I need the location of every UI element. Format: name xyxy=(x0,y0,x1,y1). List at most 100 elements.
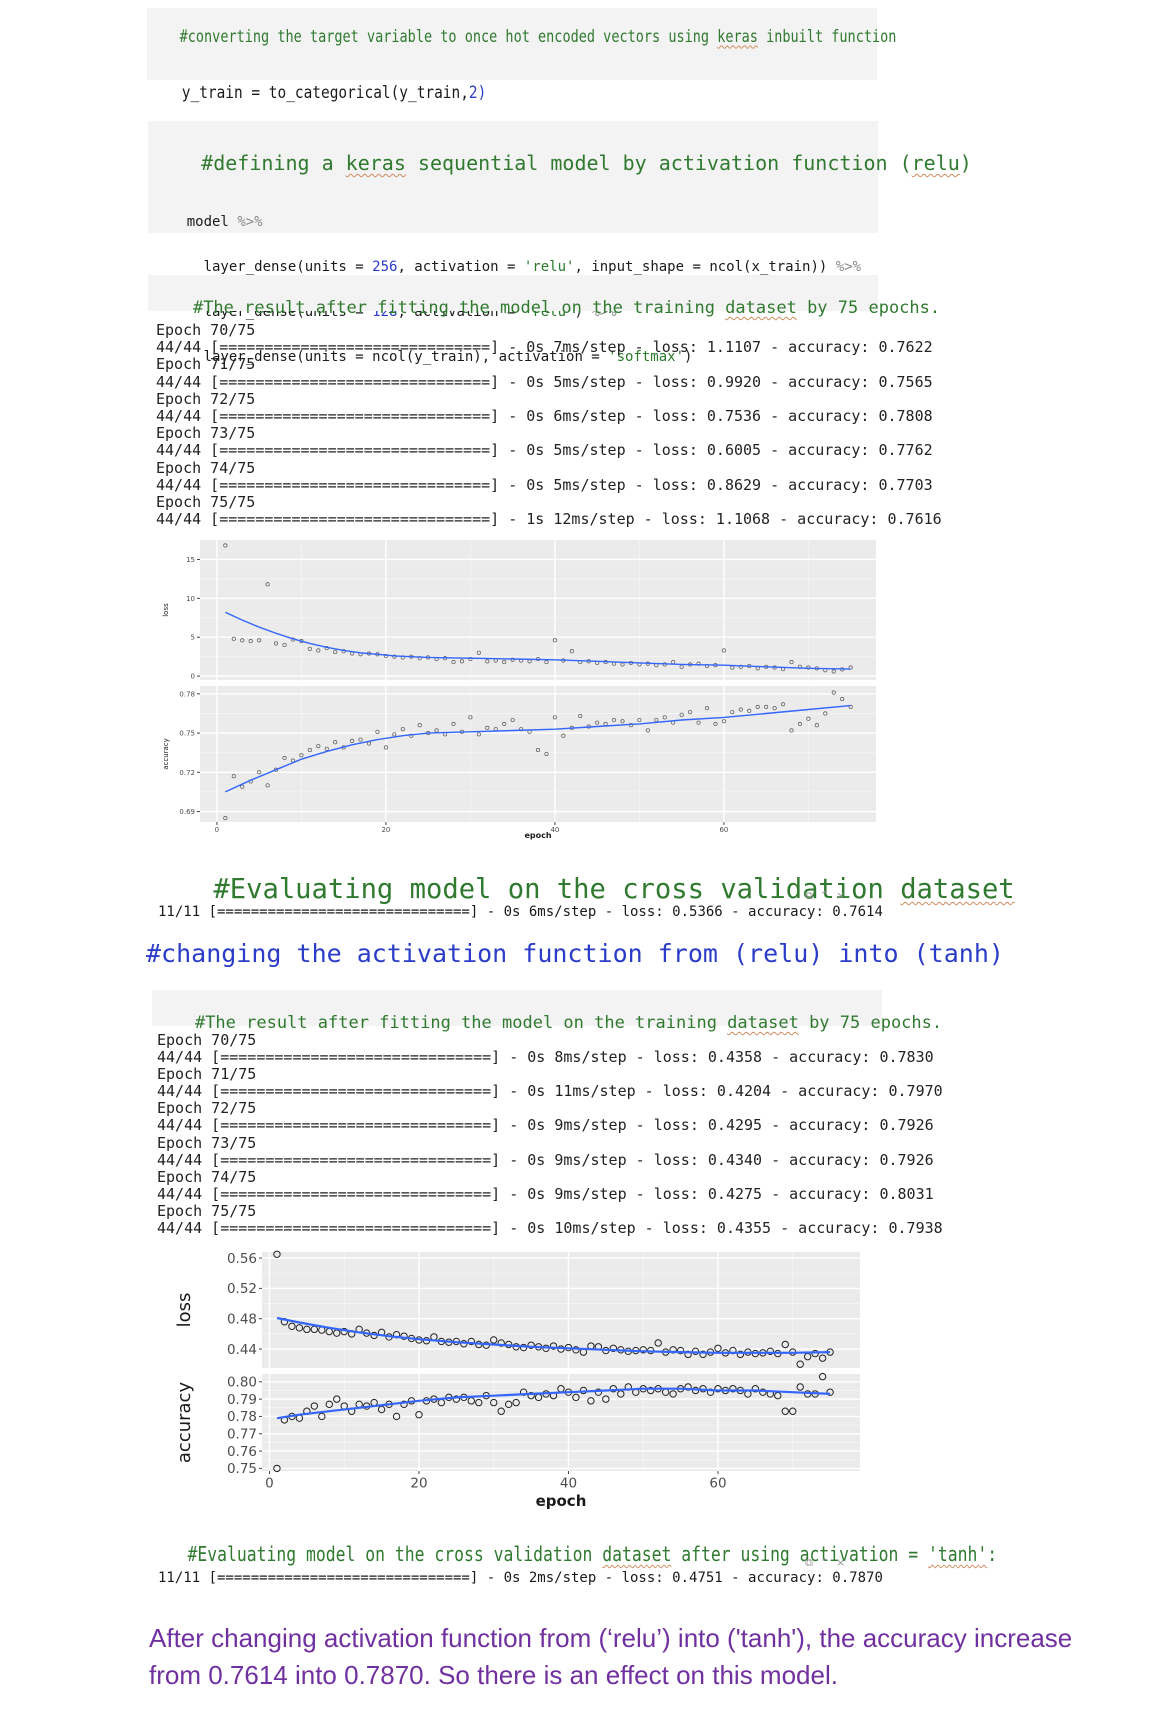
data-point xyxy=(730,710,735,715)
data-point xyxy=(475,1398,483,1407)
x-tick-label: 0 xyxy=(265,1476,274,1492)
smooth-line-loss xyxy=(225,611,851,670)
epoch-line: Epoch 73/75 xyxy=(157,1133,257,1152)
data-point xyxy=(468,656,473,662)
data-point xyxy=(318,1412,326,1421)
data-point xyxy=(467,1337,475,1346)
data-point xyxy=(620,719,625,724)
epoch-line: Epoch 72/75 xyxy=(157,1099,257,1118)
data-point xyxy=(544,660,549,665)
data-point xyxy=(848,665,853,670)
data-point xyxy=(400,1332,408,1340)
data-point xyxy=(662,715,667,720)
data-point xyxy=(451,660,456,665)
data-point xyxy=(569,649,574,654)
data-point xyxy=(789,660,794,665)
data-point xyxy=(751,1385,760,1393)
data-point xyxy=(476,732,481,737)
y-tick-label: 0.75 xyxy=(179,730,195,738)
data-point xyxy=(736,1350,745,1359)
data-point xyxy=(645,728,650,733)
data-point xyxy=(831,690,836,695)
progress-line: 44/44 [==============================] -… xyxy=(157,1150,934,1169)
data-point xyxy=(699,1350,707,1359)
data-point xyxy=(303,1325,311,1334)
data-point xyxy=(544,751,549,757)
facet-label-loss: loss xyxy=(174,1293,195,1328)
data-point xyxy=(295,1324,304,1332)
data-point xyxy=(781,1407,789,1415)
data-point xyxy=(628,723,634,728)
data-point xyxy=(452,1395,461,1403)
y-tick-label: 0.78 xyxy=(227,1409,257,1425)
data-point xyxy=(806,716,811,721)
eval-result-tanh: 11/11 [==============================] -… xyxy=(158,1570,883,1586)
data-point xyxy=(333,1395,341,1403)
y-tick-label: 0.77 xyxy=(227,1426,257,1442)
data-point xyxy=(265,783,270,788)
data-point xyxy=(572,1393,580,1402)
data-point xyxy=(696,720,701,725)
layer-dense-3: layer_dense(units = ncol(y_train), activ… xyxy=(186,349,693,365)
data-point xyxy=(299,753,304,758)
y-tick-label: 0.48 xyxy=(227,1311,257,1327)
data-point xyxy=(729,1385,737,1393)
data-point xyxy=(333,649,338,655)
progress-line: 44/44 [==============================] -… xyxy=(156,407,933,426)
console-lines: Epoch 70/75 44/44 [======================… xyxy=(157,1031,943,1238)
data-point xyxy=(265,582,270,587)
progress-line: 44/44 [==============================] -… xyxy=(157,1116,934,1135)
data-point xyxy=(231,636,236,641)
x-tick-label: 40 xyxy=(550,826,559,834)
data-point xyxy=(383,745,388,750)
data-point xyxy=(497,1407,505,1415)
chunk-controls[interactable]: ⧉ ⌃ × xyxy=(805,889,846,902)
data-point xyxy=(282,642,287,648)
chart-relu-history: 0 5 10 15 loss 0.69 0.72 0.75 0.78 accuracy 0 20 40 6… xyxy=(162,540,876,840)
panel-background-loss xyxy=(262,1252,860,1368)
change-activation-heading: #changing the activation function from (… xyxy=(146,939,1004,968)
data-point xyxy=(240,638,245,643)
data-point xyxy=(721,648,726,653)
data-point xyxy=(637,717,642,723)
data-point xyxy=(350,738,355,743)
data-point xyxy=(476,650,481,655)
x-tick-label: 20 xyxy=(410,1476,427,1492)
y-tick-label: 0.56 xyxy=(227,1251,257,1267)
conclusion-text: After changing activation function from … xyxy=(149,1620,1149,1694)
code-block-categorical: #converting the target variable to once … xyxy=(147,8,896,158)
eval-heading-relu: #Evaluating model on the cross validatio… xyxy=(213,872,1015,905)
data-point xyxy=(611,717,617,723)
data-point xyxy=(780,702,786,707)
data-point xyxy=(684,1383,692,1391)
y-tick-label: 5 xyxy=(191,634,195,642)
data-point xyxy=(490,1398,498,1407)
y-tick-label: 0.76 xyxy=(227,1444,257,1460)
data-point xyxy=(706,1388,715,1396)
progress-line: 44/44 [==============================] -… xyxy=(156,338,933,357)
data-point xyxy=(848,704,853,709)
x-tick-label: 0 xyxy=(215,826,219,834)
fit-heading-relu: #The result after fitting the model on t… xyxy=(148,275,940,317)
data-point xyxy=(561,733,566,738)
progress-line: 44/44 [==============================] -… xyxy=(157,1184,934,1203)
data-point xyxy=(502,660,507,665)
fit-heading-tanh: #The result after fitting the model on t… xyxy=(152,990,942,1032)
data-point xyxy=(766,1347,774,1356)
chunk-controls[interactable]: ⧉ ⌃ × xyxy=(805,1556,846,1569)
layer-dense-1: layer_dense(units = 256, activation = 'r… xyxy=(186,259,862,275)
data-point xyxy=(527,1341,535,1349)
epoch-line: Epoch 70/75 xyxy=(157,1031,257,1049)
data-point xyxy=(274,641,279,646)
y-tick-label: 0.79 xyxy=(227,1392,257,1408)
data-point xyxy=(392,732,397,737)
data-point xyxy=(826,1388,834,1396)
data-point xyxy=(504,1400,513,1409)
data-point xyxy=(552,715,557,720)
data-point xyxy=(811,1349,819,1358)
data-point xyxy=(595,720,600,725)
data-point xyxy=(375,729,380,734)
data-point xyxy=(759,1388,767,1396)
facet-label-accuracy: accuracy xyxy=(162,738,170,770)
progress-line: 44/44 [==============================] -… xyxy=(157,1219,943,1238)
